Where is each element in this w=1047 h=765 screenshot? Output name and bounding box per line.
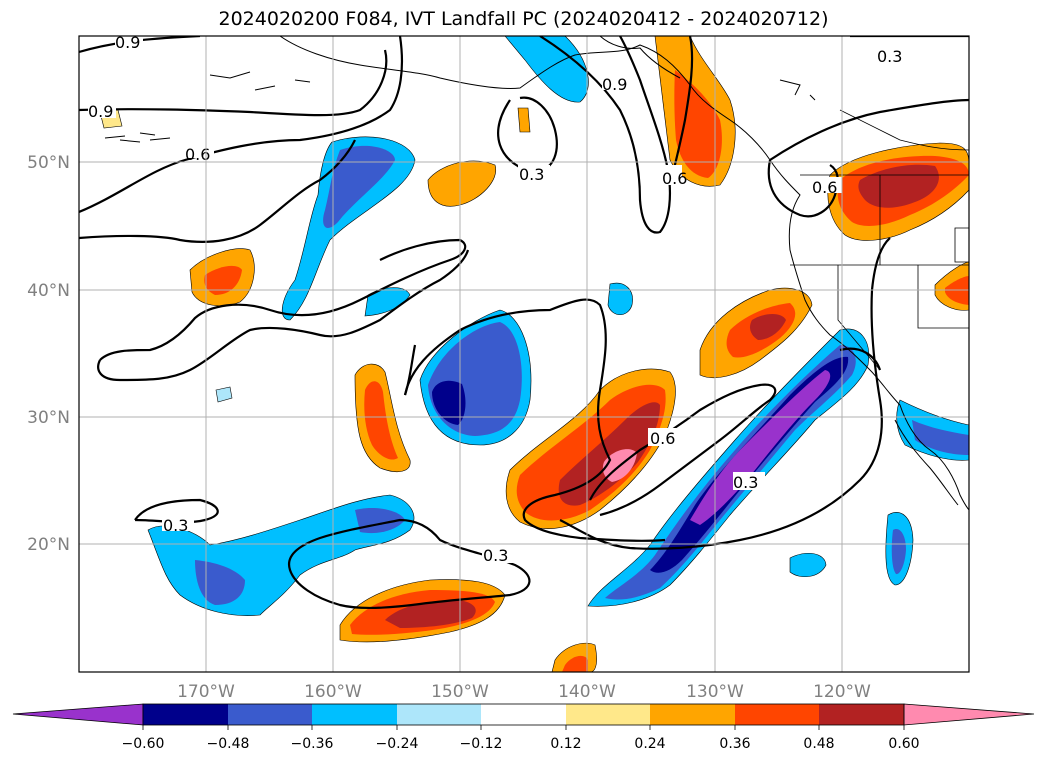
colorbar-tick: −0.48 [207,736,250,752]
colorbar-extend-max [903,703,1035,726]
colorbar-tick: 0.60 [888,736,919,752]
contour-label: 0.3 [877,47,902,66]
lon-label: 170°W [177,682,235,702]
longitude-labels: 170°W 160°W 150°W 140°W 130°W 120°W [177,682,871,702]
map-plot-area: 0.9 0.9 0.6 0.3 0.9 0.6 0.3 0.6 0.3 0.6 … [79,33,969,672]
lat-label: 50°N [27,153,70,173]
contour-label: 0.3 [483,546,508,565]
latitude-labels: 50°N 40°N 30°N 20°N [27,153,70,555]
shading-negative-nw-band [282,136,416,321]
state-borders [790,109,969,371]
contour-label: 0.6 [812,178,837,197]
contour-label: 0.3 [163,516,188,535]
shading-blue-features [147,36,969,616]
colorbar-tick: −0.60 [122,736,165,752]
map-frame [78,35,970,673]
contour-03-ne [769,98,969,161]
shading-negative-small [607,282,633,316]
lat-label: 30°N [27,408,70,428]
colorbar-tick: 0.36 [719,736,750,752]
contour-label: 0.3 [733,473,758,492]
contour-label: 0.6 [650,429,675,448]
colorbar-tick: 0.12 [550,736,581,752]
colorbar-tick: −0.36 [291,736,334,752]
colorbar-tick: −0.12 [460,736,503,752]
gridlines [79,36,969,672]
colorbar-extend-min [12,703,144,726]
lon-label: 140°W [558,682,616,702]
lat-label: 20°N [27,535,70,555]
contour-label: 0.9 [115,33,140,52]
contour-labels: 0.9 0.9 0.6 0.3 0.9 0.6 0.3 0.6 0.3 0.6 … [88,33,908,565]
contour-label: 0.9 [602,75,627,94]
lon-label: 150°W [431,682,489,702]
lon-label: 130°W [686,682,744,702]
colorbar-tick: 0.48 [803,736,834,752]
colorbar: −0.60 −0.48 −0.36 −0.24 −0.12 0.12 0.24 … [12,703,1035,752]
colorbar-tick: 0.24 [634,736,665,752]
map-title: 2024020200 F084, IVT Landfall PC (202402… [218,8,829,30]
shading-warm-features [99,36,969,672]
contour-label: 0.9 [88,102,113,121]
contour-label: 0.3 [519,165,544,184]
contour-label: 0.6 [185,145,210,164]
contour-label: 0.6 [662,169,687,188]
lat-label: 40°N [27,281,70,301]
lon-label: 120°W [813,682,871,702]
lon-label: 160°W [304,682,362,702]
colorbar-tick: −0.24 [376,736,419,752]
